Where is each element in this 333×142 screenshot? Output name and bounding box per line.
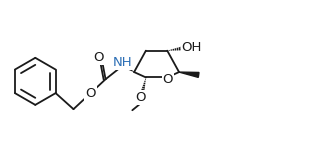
Text: OH: OH xyxy=(182,41,202,54)
Text: O: O xyxy=(85,87,96,100)
Text: O: O xyxy=(135,91,146,104)
Polygon shape xyxy=(179,72,199,77)
Text: O: O xyxy=(163,73,173,86)
Text: NH: NH xyxy=(113,56,133,69)
Text: O: O xyxy=(93,51,104,64)
